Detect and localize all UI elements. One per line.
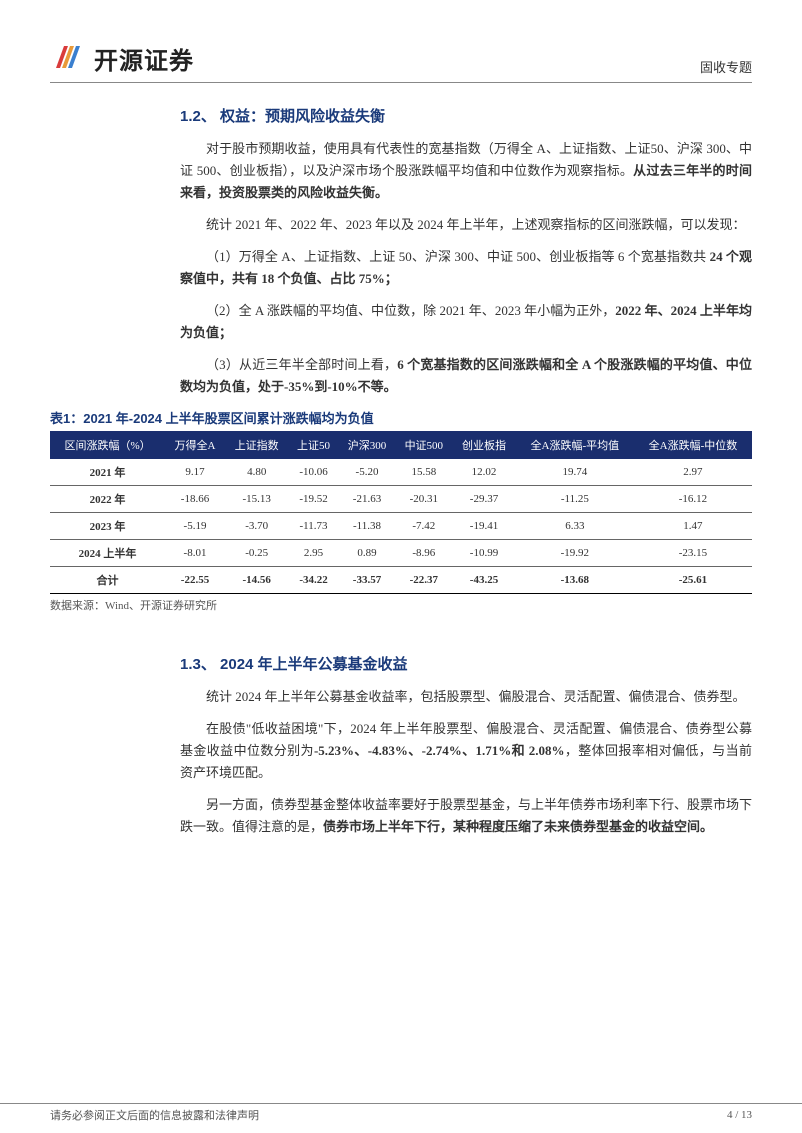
cell: 9.17 <box>165 459 225 486</box>
s12-p4a: （2）全 A 涨跌幅的平均值、中位数，除 2021 年、2023 年小幅为正外， <box>206 303 615 318</box>
s12-p5: （3）从近三年半全部时间上看，6 个宽基指数的区间涨跌幅和全 A 个股涨跌幅的平… <box>180 354 752 398</box>
cell: -19.52 <box>288 486 338 513</box>
cell: -3.70 <box>225 513 289 540</box>
company-logo: 开源证券 <box>50 40 194 76</box>
s13-p1: 统计 2024 年上半年公募基金收益率，包括股票型、偏股混合、灵活配置、偏债混合… <box>180 686 752 708</box>
cell: -7.42 <box>395 513 452 540</box>
s12-p2: 统计 2021 年、2022 年、2023 年以及 2024 年上半年，上述观察… <box>180 214 752 236</box>
cell: 2024 上半年 <box>50 540 165 567</box>
th-6: 创业板指 <box>452 431 516 459</box>
cell: -11.38 <box>339 513 396 540</box>
cell: -10.99 <box>452 540 516 567</box>
cell: -11.25 <box>516 486 634 513</box>
s13-p3: 另一方面，债券型基金整体收益率要好于股票型基金，与上半年债券市场利率下行、股票市… <box>180 794 752 838</box>
cell: -25.61 <box>634 567 752 594</box>
cell: 1.47 <box>634 513 752 540</box>
cell: -14.56 <box>225 567 289 594</box>
s12-p1: 对于股市预期收益，使用具有代表性的宽基指数（万得全 A、上证指数、上证50、沪深… <box>180 138 752 204</box>
s12-p5a: （3）从近三年半全部时间上看， <box>206 357 397 372</box>
cell: 12.02 <box>452 459 516 486</box>
cell: 4.80 <box>225 459 289 486</box>
table-row: 2021 年 9.17 4.80 -10.06 -5.20 15.58 12.0… <box>50 459 752 486</box>
cell: -16.12 <box>634 486 752 513</box>
s13-p2: 在股债"低收益困境"下，2024 年上半年股票型、偏股混合、灵活配置、偏债混合、… <box>180 718 752 784</box>
th-8: 全A涨跌幅-中位数 <box>634 431 752 459</box>
footer-disclaimer: 请务必参阅正文后面的信息披露和法律声明 <box>50 1107 259 1123</box>
th-0: 区间涨跌幅（%） <box>50 431 165 459</box>
cell: -10.06 <box>288 459 338 486</box>
cell: -5.20 <box>339 459 396 486</box>
cell: 2021 年 <box>50 459 165 486</box>
page-header: 开源证券 固收专题 <box>50 40 752 83</box>
cell: -0.25 <box>225 540 289 567</box>
cell: -8.96 <box>395 540 452 567</box>
cell: 6.33 <box>516 513 634 540</box>
table-row: 2023 年 -5.19 -3.70 -11.73 -11.38 -7.42 -… <box>50 513 752 540</box>
cell: -22.55 <box>165 567 225 594</box>
doc-category: 固收专题 <box>700 57 752 76</box>
table1-title: 表1：2021 年-2024 上半年股票区间累计涨跌幅均为负值 <box>50 408 752 427</box>
s12-p3a: （1）万得全 A、上证指数、上证 50、沪深 300、中证 500、创业板指等 … <box>206 249 710 264</box>
s13-p3b: 债券市场上半年下行，某种程度压缩了未来债券型基金的收益空间。 <box>323 819 713 834</box>
th-5: 中证500 <box>395 431 452 459</box>
page-footer: 请务必参阅正文后面的信息披露和法律声明 4 / 13 <box>0 1103 802 1133</box>
cell: 2.95 <box>288 540 338 567</box>
s13-p2b: -5.23%、-4.83%、-2.74%、1.71%和 2.08% <box>314 743 565 758</box>
cell: -29.37 <box>452 486 516 513</box>
logo-icon <box>50 40 86 76</box>
cell: -19.92 <box>516 540 634 567</box>
cell: -8.01 <box>165 540 225 567</box>
table1-source: 数据来源：Wind、开源证券研究所 <box>50 597 752 613</box>
cell: 15.58 <box>395 459 452 486</box>
cell: -13.68 <box>516 567 634 594</box>
table-row: 2022 年 -18.66 -15.13 -19.52 -21.63 -20.3… <box>50 486 752 513</box>
cell: -18.66 <box>165 486 225 513</box>
cell: -15.13 <box>225 486 289 513</box>
table-row: 2024 上半年 -8.01 -0.25 2.95 0.89 -8.96 -10… <box>50 540 752 567</box>
footer-page-number: 4 / 13 <box>727 1109 752 1121</box>
cell: 2.97 <box>634 459 752 486</box>
th-1: 万得全A <box>165 431 225 459</box>
cell: 合计 <box>50 567 165 594</box>
cell: -5.19 <box>165 513 225 540</box>
table-row-total: 合计 -22.55 -14.56 -34.22 -33.57 -22.37 -4… <box>50 567 752 594</box>
cell: -34.22 <box>288 567 338 594</box>
s12-p4: （2）全 A 涨跌幅的平均值、中位数，除 2021 年、2023 年小幅为正外，… <box>180 300 752 344</box>
cell: 2023 年 <box>50 513 165 540</box>
table1-header-row: 区间涨跌幅（%） 万得全A 上证指数 上证50 沪深300 中证500 创业板指… <box>50 431 752 459</box>
th-3: 上证50 <box>288 431 338 459</box>
cell: -23.15 <box>634 540 752 567</box>
s12-p3: （1）万得全 A、上证指数、上证 50、沪深 300、中证 500、创业板指等 … <box>180 246 752 290</box>
cell: -43.25 <box>452 567 516 594</box>
cell: 19.74 <box>516 459 634 486</box>
cell: -11.73 <box>288 513 338 540</box>
section-1-2-title: 1.2、 权益：预期风险收益失衡 <box>180 105 752 126</box>
company-name: 开源证券 <box>94 41 194 76</box>
cell: -33.57 <box>339 567 396 594</box>
cell: -22.37 <box>395 567 452 594</box>
cell: -20.31 <box>395 486 452 513</box>
section-1-3-title: 1.3、 2024 年上半年公募基金收益 <box>180 653 752 674</box>
table1: 区间涨跌幅（%） 万得全A 上证指数 上证50 沪深300 中证500 创业板指… <box>50 431 752 594</box>
th-2: 上证指数 <box>225 431 289 459</box>
cell: 2022 年 <box>50 486 165 513</box>
th-4: 沪深300 <box>339 431 396 459</box>
cell: 0.89 <box>339 540 396 567</box>
th-7: 全A涨跌幅-平均值 <box>516 431 634 459</box>
cell: -19.41 <box>452 513 516 540</box>
cell: -21.63 <box>339 486 396 513</box>
